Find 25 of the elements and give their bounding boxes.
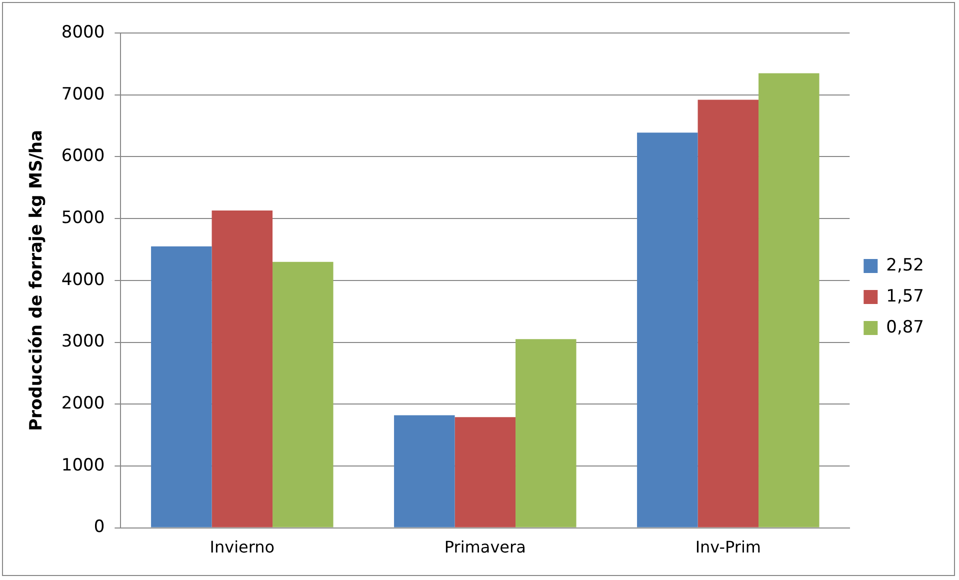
x-tick-label: Inv-Prim xyxy=(695,538,761,557)
legend-label: 2,52 xyxy=(886,255,924,276)
y-tick-label: 2000 xyxy=(61,394,105,414)
y-tick-label: 4000 xyxy=(61,270,105,290)
bar xyxy=(454,417,516,528)
bar xyxy=(698,100,759,528)
legend-label: 1,57 xyxy=(886,286,924,306)
y-tick-label: 5000 xyxy=(61,208,105,228)
bar xyxy=(151,246,212,528)
x-tick-label: Primavera xyxy=(444,538,526,557)
y-tick-label: 3000 xyxy=(61,332,105,352)
y-tick-label: 6000 xyxy=(61,146,105,166)
bar xyxy=(758,73,820,528)
y-axis-title: Producción de forraje kg MS/ha xyxy=(26,130,47,431)
bar xyxy=(272,262,334,528)
bar xyxy=(394,415,455,528)
bar xyxy=(637,132,698,528)
legend-label: 0,87 xyxy=(886,317,924,338)
y-tick-label: 0 xyxy=(94,517,105,538)
y-tick-label: 1000 xyxy=(61,455,105,476)
bar xyxy=(212,210,273,528)
x-tick-label: Invierno xyxy=(210,538,275,557)
y-tick-label: 7000 xyxy=(61,84,105,104)
y-tick-label: 8000 xyxy=(61,22,105,42)
bar xyxy=(516,339,576,528)
